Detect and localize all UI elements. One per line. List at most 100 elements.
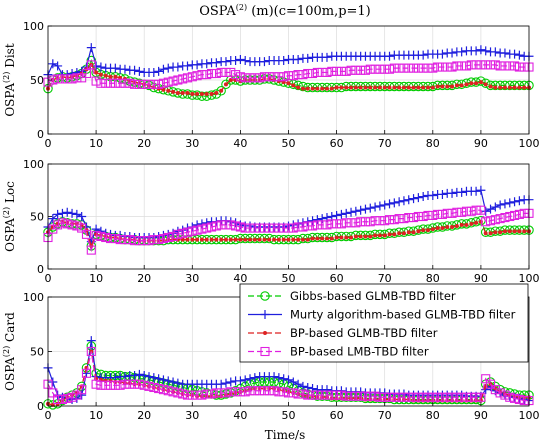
data-point [144, 372, 154, 382]
data-point [57, 74, 67, 84]
y-axis-label: OSPA(2) Dist [2, 43, 17, 116]
data-point [291, 237, 296, 242]
data-point [72, 209, 82, 219]
data-point [440, 84, 445, 89]
x-tick-label: 90 [474, 272, 488, 285]
data-point [149, 79, 159, 89]
data-point [392, 232, 397, 237]
data-point [163, 77, 173, 87]
data-point [154, 66, 164, 76]
data-point [409, 194, 419, 204]
data-point [245, 223, 255, 233]
data-point [279, 387, 289, 397]
data-point [296, 85, 301, 90]
data-point [252, 237, 257, 242]
data-point [322, 220, 332, 230]
data-point [163, 376, 173, 386]
x-tick-label: 50 [282, 137, 296, 150]
data-point [397, 85, 402, 90]
data-point [259, 386, 270, 396]
data-point [437, 62, 447, 72]
figure-title: OSPA(2) (m)(c=100m,p=1) [199, 3, 371, 19]
data-point [377, 233, 382, 238]
data-point [202, 70, 212, 80]
data-point [485, 216, 496, 226]
data-point [216, 379, 226, 389]
data-point [450, 224, 455, 229]
data-point [380, 216, 390, 226]
x-tick-label: 90 [474, 409, 488, 422]
data-point [483, 82, 488, 87]
data-point [173, 378, 183, 388]
data-point [81, 68, 92, 79]
data-point [250, 386, 260, 396]
data-point [72, 390, 82, 400]
data-point [514, 80, 525, 91]
data-point [476, 185, 486, 195]
data-point [375, 64, 385, 74]
data-point [346, 391, 356, 401]
data-point [192, 60, 202, 70]
data-point [86, 60, 96, 70]
data-point [332, 210, 342, 220]
data-point [161, 87, 166, 92]
legend-entry: BP-based GLMB-TBD filter [248, 326, 438, 340]
data-point [370, 202, 380, 212]
data-point [481, 374, 491, 384]
y-tick-label: 100 [23, 158, 44, 171]
data-point [158, 375, 168, 385]
data-point [320, 236, 325, 241]
data-point [510, 61, 520, 71]
data-point [490, 60, 500, 70]
data-point [447, 208, 457, 218]
data-point [154, 79, 164, 89]
data-point [221, 220, 231, 230]
data-point [519, 208, 529, 218]
data-point [457, 392, 467, 402]
data-point [120, 78, 130, 88]
data-point [485, 60, 496, 70]
data-point [452, 392, 462, 402]
data-point [495, 80, 505, 91]
data-point [433, 209, 443, 219]
data-point [380, 392, 390, 402]
data-point [283, 71, 294, 81]
data-point [384, 215, 395, 225]
series-line [47, 209, 529, 253]
data-point [67, 208, 77, 218]
data-point [67, 392, 77, 402]
data-point [105, 234, 116, 244]
data-point [293, 70, 303, 80]
data-point [298, 381, 308, 391]
data-point [264, 72, 274, 82]
data-point [466, 206, 476, 216]
data-point [317, 214, 327, 224]
data-point [514, 209, 524, 219]
data-point [389, 198, 399, 208]
data-point [245, 386, 255, 396]
data-point [53, 220, 63, 230]
legend-marker [262, 330, 267, 335]
data-point [221, 378, 231, 388]
data-point [130, 370, 140, 380]
data-point [344, 235, 349, 240]
data-point [272, 237, 277, 242]
data-point [413, 193, 423, 203]
data-point [166, 88, 171, 93]
data-point [223, 237, 228, 242]
data-point [279, 223, 289, 233]
data-point [182, 227, 193, 237]
data-point [228, 78, 233, 83]
data-point [356, 217, 366, 227]
data-point [445, 84, 450, 89]
data-point [91, 379, 101, 389]
data-point [370, 216, 380, 226]
data-point [327, 390, 337, 400]
data-point [274, 72, 284, 82]
data-point [283, 388, 294, 398]
data-point [81, 368, 91, 378]
data-point [346, 65, 356, 75]
data-point [332, 390, 342, 400]
data-point [353, 85, 358, 90]
data-point [514, 50, 524, 60]
